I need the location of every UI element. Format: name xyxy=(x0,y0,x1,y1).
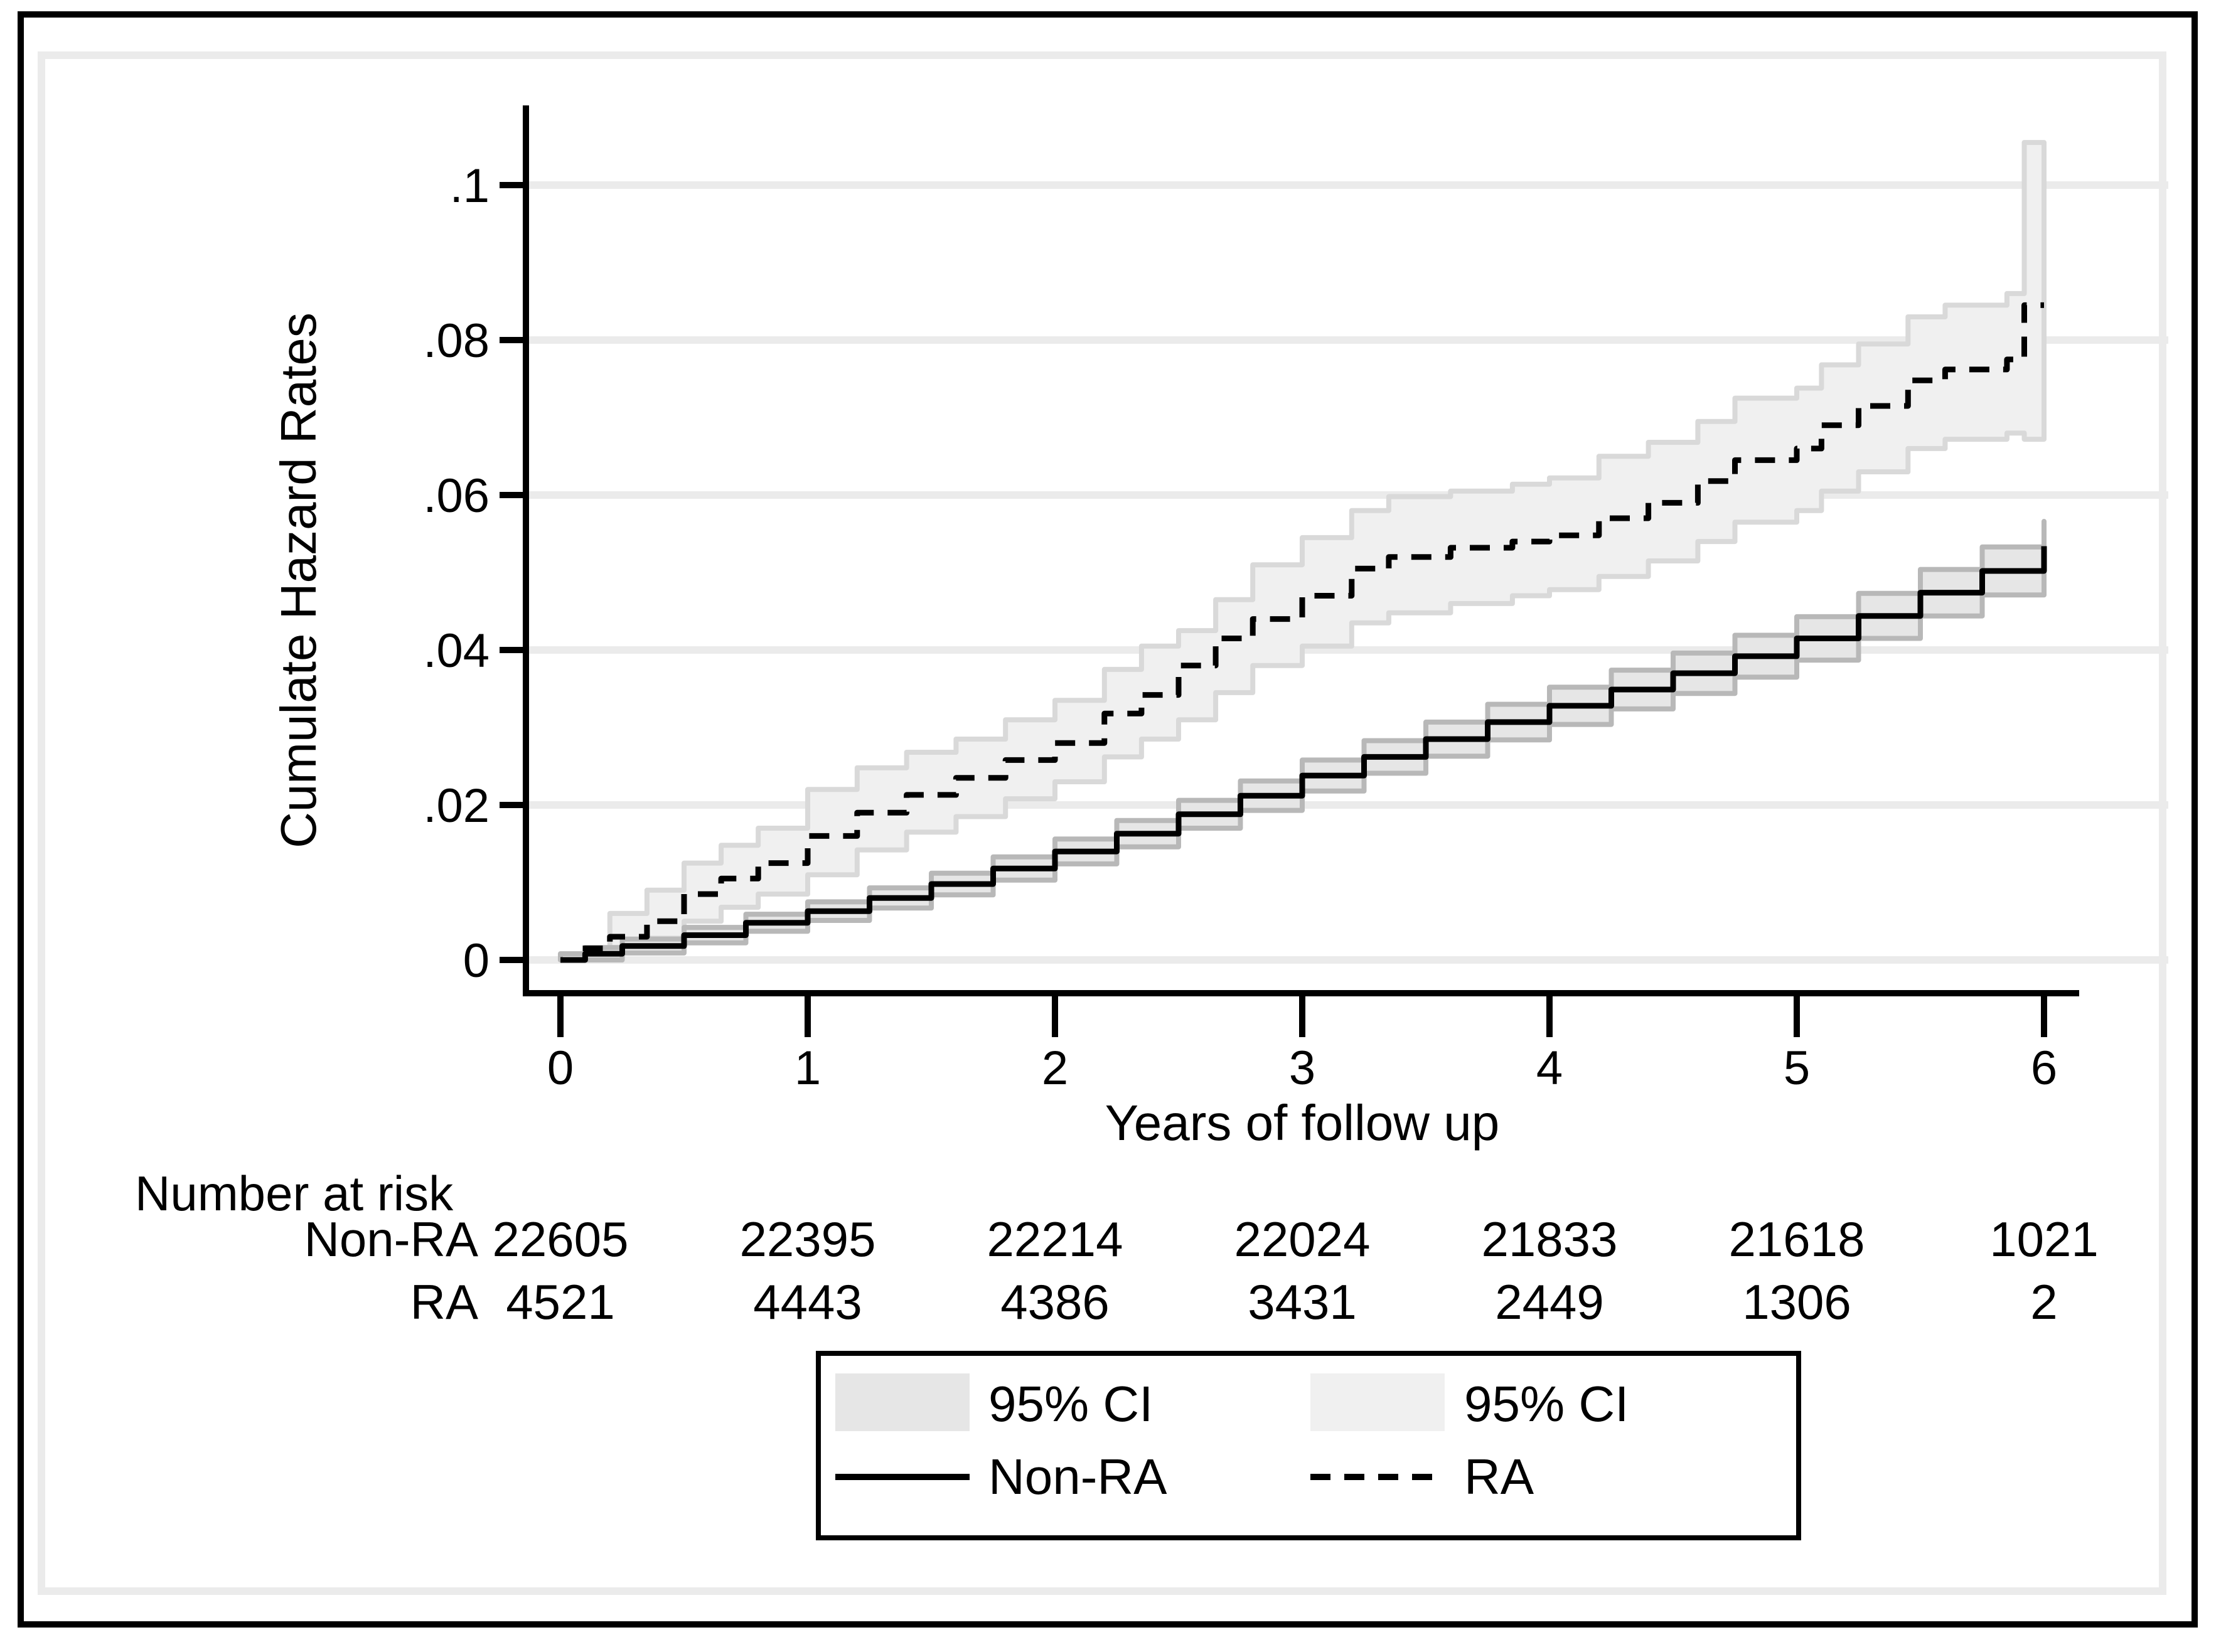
y-tick-label: .1 xyxy=(450,159,490,213)
risk-value: 22605 xyxy=(492,1212,629,1267)
risk-value: 22395 xyxy=(739,1212,876,1267)
legend: 95% CI 95% CI Non-RA RA xyxy=(816,1351,1801,1540)
x-tick-label: 6 xyxy=(2031,1042,2057,1095)
x-tick-label: 5 xyxy=(1784,1042,1810,1095)
x-tick-label: 3 xyxy=(1289,1042,1315,1095)
legend-label-nonra-ci: 95% CI xyxy=(988,1376,1153,1432)
x-axis-title: Years of follow up xyxy=(1105,1095,1500,1151)
x-tick-label: 0 xyxy=(547,1042,574,1095)
risk-value: 3431 xyxy=(1248,1274,1357,1330)
risk-value: 1306 xyxy=(1742,1274,1851,1330)
risk-value: 2 xyxy=(2030,1274,2058,1330)
risk-value: 4521 xyxy=(506,1274,615,1330)
x-tick-label: 4 xyxy=(1536,1042,1563,1095)
legend-label-ra: RA xyxy=(1464,1449,1534,1505)
x-tick-label: 2 xyxy=(1042,1042,1068,1095)
graph-region-border xyxy=(38,51,2166,1595)
y-tick-label: .08 xyxy=(423,314,490,368)
risk-value: 4386 xyxy=(1000,1274,1110,1330)
risk-row-label-ra: RA xyxy=(410,1274,478,1330)
risk-value: 1021 xyxy=(1989,1212,2099,1267)
ra-curve xyxy=(560,302,2044,963)
y-tick-label: .02 xyxy=(423,779,490,833)
ra-ci-swatch xyxy=(1310,1373,1445,1431)
legend-label-nonra: Non-RA xyxy=(988,1449,1167,1505)
nonra-curve xyxy=(560,546,2047,963)
risk-value: 21833 xyxy=(1481,1212,1618,1267)
risk-value: 22214 xyxy=(987,1212,1123,1267)
risk-value: 2449 xyxy=(1495,1274,1604,1330)
figure-border xyxy=(18,11,2198,1628)
nonra-solid-line-key xyxy=(835,1474,970,1480)
ra-dashed-line-key xyxy=(1310,1474,1445,1480)
risk-value: 21618 xyxy=(1728,1212,1865,1267)
risk-table-title: Number at risk xyxy=(135,1166,454,1221)
risk-row-label-nonra: Non-RA xyxy=(304,1212,478,1267)
risk-value: 22024 xyxy=(1234,1212,1371,1267)
y-axis-title: Cumulate Hazard Rates xyxy=(270,312,326,848)
nonra-ci-swatch xyxy=(835,1373,970,1431)
y-tick-label: .06 xyxy=(423,469,490,523)
risk-value: 4443 xyxy=(753,1274,862,1330)
y-tick-label: .04 xyxy=(423,624,490,678)
x-tick-label: 1 xyxy=(795,1042,821,1095)
legend-label-ra-ci: 95% CI xyxy=(1464,1376,1629,1432)
y-tick-label: 0 xyxy=(463,934,490,988)
ra-ci-band xyxy=(558,140,2047,962)
